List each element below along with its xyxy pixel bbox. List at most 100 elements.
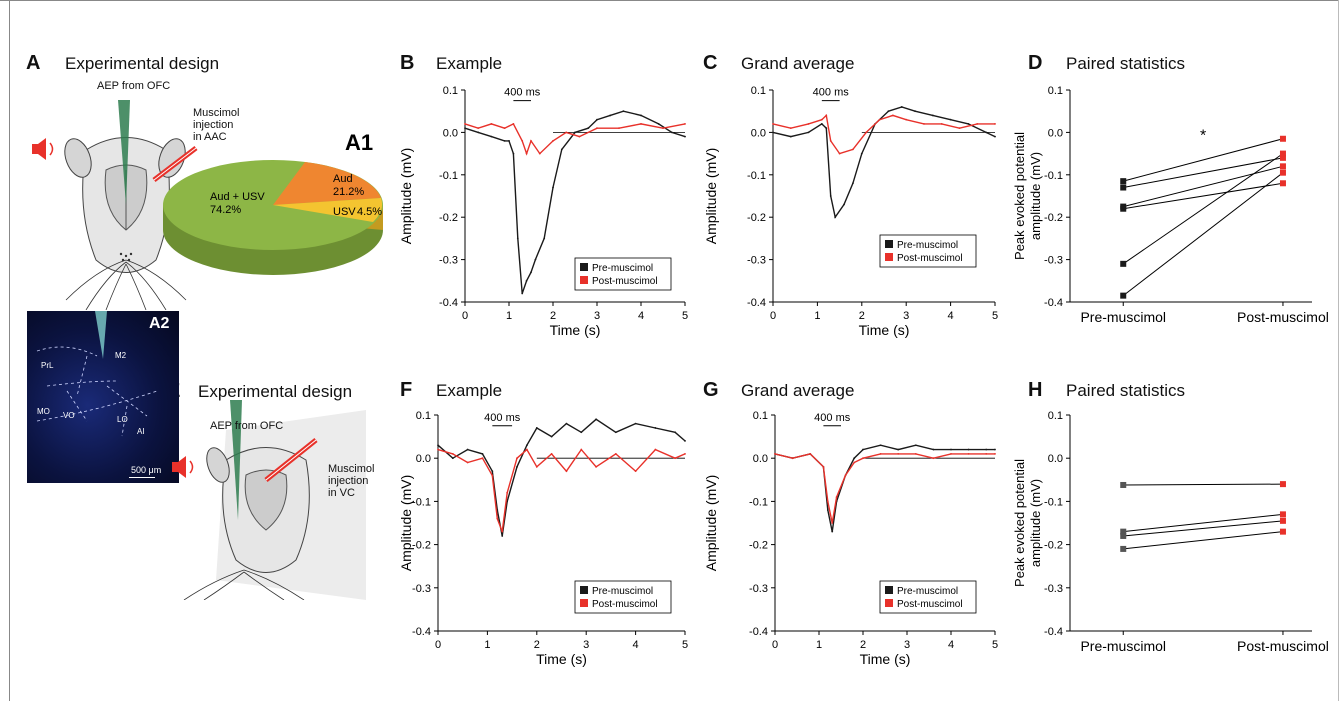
pre-point	[1120, 205, 1127, 212]
y-axis-label: Amplitude (mV)	[398, 475, 414, 571]
y-tick-label: -0.2	[1044, 212, 1063, 224]
post-point	[1279, 150, 1286, 157]
panel-d-letter: D	[1028, 52, 1043, 74]
data-point	[662, 127, 664, 130]
slice-value-aud-usv: 74.2%	[210, 204, 241, 216]
pair-line	[1122, 153, 1284, 265]
pair-line	[1123, 165, 1284, 208]
data-point	[503, 139, 506, 142]
panel-a-title: Experimental design	[65, 54, 220, 73]
data-point	[852, 182, 854, 185]
y-axis-label: amplitude (mV)	[1028, 152, 1043, 240]
y-tick-label: -0.4	[439, 297, 458, 309]
data-point	[464, 123, 466, 125]
y-tick-label: -0.4	[747, 297, 766, 309]
data-point	[477, 127, 480, 130]
data-point	[835, 496, 838, 498]
x-tick-label: 2	[859, 310, 865, 322]
data-point	[967, 123, 970, 125]
data-point	[550, 452, 553, 455]
data-point	[914, 452, 917, 455]
y-tick-label: -0.4	[1044, 297, 1063, 309]
post-point	[1279, 511, 1286, 518]
injection-line: injection	[193, 119, 234, 131]
data-point	[491, 470, 494, 473]
data-point	[879, 452, 882, 455]
data-point	[490, 123, 493, 125]
scale-bar	[129, 477, 155, 478]
y-tick-label: 0.1	[443, 85, 458, 97]
data-point	[503, 127, 506, 130]
data-point	[550, 435, 553, 438]
y-axis-label: Peak evoked potential	[1012, 132, 1027, 260]
data-point	[618, 127, 620, 130]
aep-label-e: AEP from OFC	[210, 420, 284, 432]
x-category-label: Pre-muscimol	[1080, 638, 1166, 654]
data-point	[521, 292, 524, 295]
pre-point	[1120, 292, 1127, 299]
legend-box	[879, 580, 977, 614]
data-point	[843, 203, 845, 206]
data-point	[897, 448, 900, 451]
data-point	[491, 474, 494, 477]
stimulus-label: 400 ms	[814, 412, 851, 424]
x-category-label: Post-muscimol	[1237, 638, 1329, 654]
panel-b-title: Example	[436, 54, 503, 73]
data-point	[826, 509, 829, 511]
panel-h-title: Paired statistics	[1066, 381, 1186, 400]
series-line-pre	[437, 418, 686, 537]
data-point	[844, 474, 847, 477]
data-point	[578, 135, 581, 138]
legend-swatch	[885, 240, 893, 248]
x-category-label: Pre-muscimol	[1080, 309, 1166, 325]
data-point	[481, 452, 484, 455]
injection-label-a: Muscimol injection in AAC	[193, 107, 239, 143]
data-point	[657, 123, 660, 125]
data-point	[853, 457, 856, 460]
y-tick-label: -0.2	[412, 540, 431, 552]
data-point	[543, 237, 546, 240]
y-tick-label: -0.1	[439, 170, 458, 182]
data-point	[521, 139, 524, 142]
data-point	[596, 118, 598, 121]
data-point	[940, 123, 943, 125]
legend-swatch	[580, 276, 588, 284]
x-tick-label: 3	[594, 310, 600, 322]
y-tick-label: -0.2	[1044, 540, 1063, 552]
data-point	[684, 135, 686, 138]
data-point	[506, 491, 509, 494]
y-tick-label: -0.1	[1044, 496, 1063, 508]
data-point	[865, 131, 868, 134]
data-point	[684, 440, 686, 442]
injection-line: Muscimol	[193, 107, 240, 119]
data-point	[829, 139, 832, 142]
data-point	[976, 123, 979, 125]
pair-line	[1123, 513, 1284, 533]
post-point	[1279, 169, 1286, 176]
chart-g: 0.1 0.0 -0.1 -0.2 -0.3 -0.4 0 1 2 3 4 5 Time (s) Ampl…	[703, 410, 998, 667]
pair-line	[1122, 172, 1284, 297]
data-point	[831, 522, 834, 524]
x-tick-label: 5	[682, 639, 688, 651]
data-point	[451, 452, 454, 455]
slice-value-usv: 4.5%	[357, 206, 382, 218]
data-point	[552, 139, 554, 142]
data-point	[825, 114, 828, 117]
x-tick-label: 3	[583, 639, 589, 651]
panel-g-title: Grand average	[741, 381, 855, 400]
data-point	[985, 131, 988, 134]
pair-line	[1123, 138, 1284, 182]
injection-line: injection	[328, 475, 369, 487]
data-point	[985, 448, 988, 451]
x-tick-label: 4	[948, 310, 954, 322]
data-point	[654, 448, 657, 451]
series-line-pre	[772, 106, 996, 219]
chart-c: 0.1 0.0 -0.1 -0.2 -0.3 -0.4 0 1 2 3 4 5 Time (s) Ampl…	[703, 85, 998, 338]
pre-point	[1120, 481, 1127, 488]
data-point	[580, 448, 583, 451]
data-point	[772, 123, 774, 125]
pair-line	[1123, 531, 1284, 550]
data-point	[879, 444, 882, 447]
y-tick-label: -0.3	[439, 255, 458, 267]
data-point	[820, 118, 823, 121]
